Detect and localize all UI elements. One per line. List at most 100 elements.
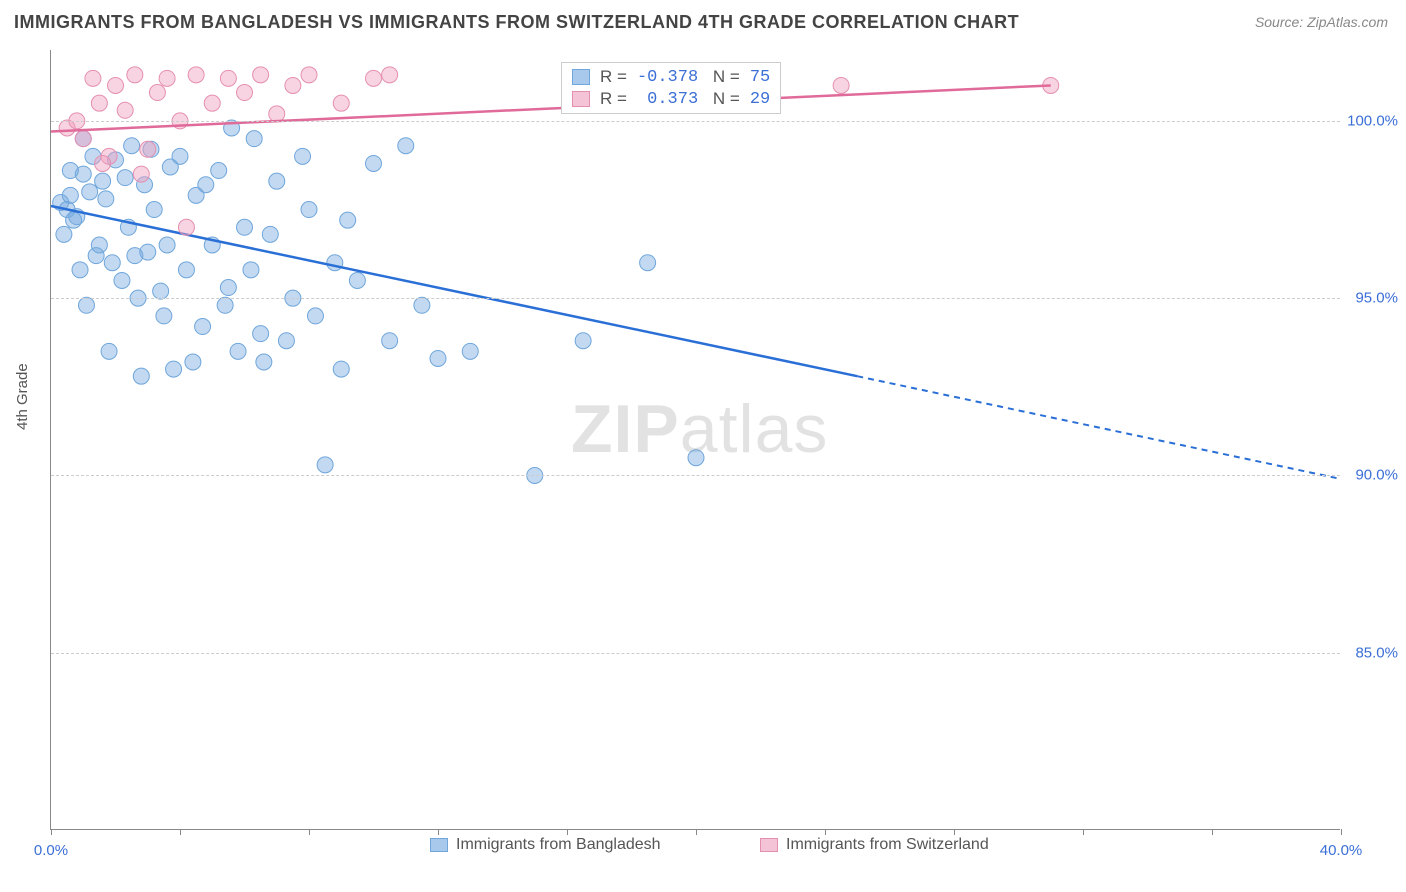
stat-legend: R = -0.378 N = 75 R = 0.373 N = 29 <box>561 62 781 114</box>
data-point <box>140 141 156 157</box>
data-point <box>262 226 278 242</box>
y-tick-label: 85.0% <box>1355 644 1398 661</box>
y-tick-label: 100.0% <box>1347 112 1398 129</box>
stat-row-switzerland: R = 0.373 N = 29 <box>572 89 770 109</box>
x-tick <box>825 829 826 835</box>
data-point <box>75 131 91 147</box>
data-point <box>62 163 78 179</box>
data-point <box>278 333 294 349</box>
data-point <box>243 262 259 278</box>
data-point <box>117 102 133 118</box>
data-point <box>269 106 285 122</box>
stat-r-bangladesh: -0.378 <box>637 68 698 87</box>
x-tick-label: 40.0% <box>1320 842 1363 859</box>
data-point <box>91 95 107 111</box>
data-point <box>159 237 175 253</box>
data-point <box>156 308 172 324</box>
data-point <box>66 212 82 228</box>
data-point <box>220 280 236 296</box>
data-point <box>127 67 143 83</box>
y-axis-label: 4th Grade <box>14 363 31 430</box>
legend-switzerland: Immigrants from Switzerland <box>760 836 989 854</box>
data-point <box>430 350 446 366</box>
y-tick-label: 95.0% <box>1355 290 1398 307</box>
data-point <box>185 354 201 370</box>
data-point <box>133 368 149 384</box>
grid-line <box>51 475 1340 476</box>
data-point <box>149 85 165 101</box>
data-point <box>101 343 117 359</box>
trend-line <box>51 85 1051 131</box>
data-point <box>833 77 849 93</box>
x-tick <box>309 829 310 835</box>
data-point <box>198 177 214 193</box>
grid-line <box>51 298 1340 299</box>
legend-label-bangladesh: Immigrants from Bangladesh <box>456 836 661 854</box>
data-point <box>269 173 285 189</box>
x-tick <box>567 829 568 835</box>
data-point <box>108 77 124 93</box>
stat-n-label: N = <box>708 67 740 87</box>
data-point <box>82 184 98 200</box>
data-point <box>114 272 130 288</box>
data-point <box>366 70 382 86</box>
data-point <box>575 333 591 349</box>
stat-n-bangladesh: 75 <box>750 68 770 87</box>
data-point <box>153 283 169 299</box>
x-tick <box>954 829 955 835</box>
data-point <box>246 131 262 147</box>
data-point <box>366 155 382 171</box>
legend-label-switzerland: Immigrants from Switzerland <box>786 836 989 854</box>
x-tick <box>180 829 181 835</box>
data-point <box>317 457 333 473</box>
stat-swatch-switzerland <box>572 91 590 107</box>
data-point <box>159 70 175 86</box>
data-point <box>301 67 317 83</box>
data-point <box>95 173 111 189</box>
data-point <box>117 170 133 186</box>
data-point <box>217 297 233 313</box>
data-point <box>124 138 140 154</box>
data-point <box>166 361 182 377</box>
y-tick-label: 90.0% <box>1355 467 1398 484</box>
data-point <box>253 326 269 342</box>
data-point <box>204 95 220 111</box>
data-point <box>62 187 78 203</box>
data-point <box>127 248 143 264</box>
data-point <box>178 262 194 278</box>
stat-r-label: R = <box>600 67 627 87</box>
source-label: Source: ZipAtlas.com <box>1255 14 1388 30</box>
stat-r-switzerland: 0.373 <box>637 90 698 109</box>
data-point <box>211 163 227 179</box>
chart-plot-area: ZIPatlas R = -0.378 N = 75 R = 0.373 N =… <box>50 50 1340 830</box>
data-point <box>95 155 111 171</box>
data-point <box>285 77 301 93</box>
data-point <box>98 191 114 207</box>
data-point <box>230 343 246 359</box>
data-point <box>382 67 398 83</box>
data-point <box>382 333 398 349</box>
data-point <box>178 219 194 235</box>
data-point <box>301 202 317 218</box>
x-tick-label: 0.0% <box>34 842 68 859</box>
data-point <box>640 255 656 271</box>
stat-r-label-2: R = <box>600 89 627 109</box>
data-point <box>146 202 162 218</box>
data-point <box>333 95 349 111</box>
data-point <box>220 70 236 86</box>
stat-row-bangladesh: R = -0.378 N = 75 <box>572 67 770 87</box>
data-point <box>188 67 204 83</box>
chart-title: IMMIGRANTS FROM BANGLADESH VS IMMIGRANTS… <box>14 12 1019 33</box>
trend-line <box>51 206 857 376</box>
chart-svg <box>51 50 1340 829</box>
stat-swatch-bangladesh <box>572 69 590 85</box>
stat-n-switzerland: 29 <box>750 90 770 109</box>
data-point <box>414 297 430 313</box>
legend-swatch-bangladesh <box>430 838 448 852</box>
data-point <box>133 166 149 182</box>
data-point <box>462 343 478 359</box>
data-point <box>340 212 356 228</box>
x-tick <box>1083 829 1084 835</box>
data-point <box>195 319 211 335</box>
data-point <box>172 148 188 164</box>
